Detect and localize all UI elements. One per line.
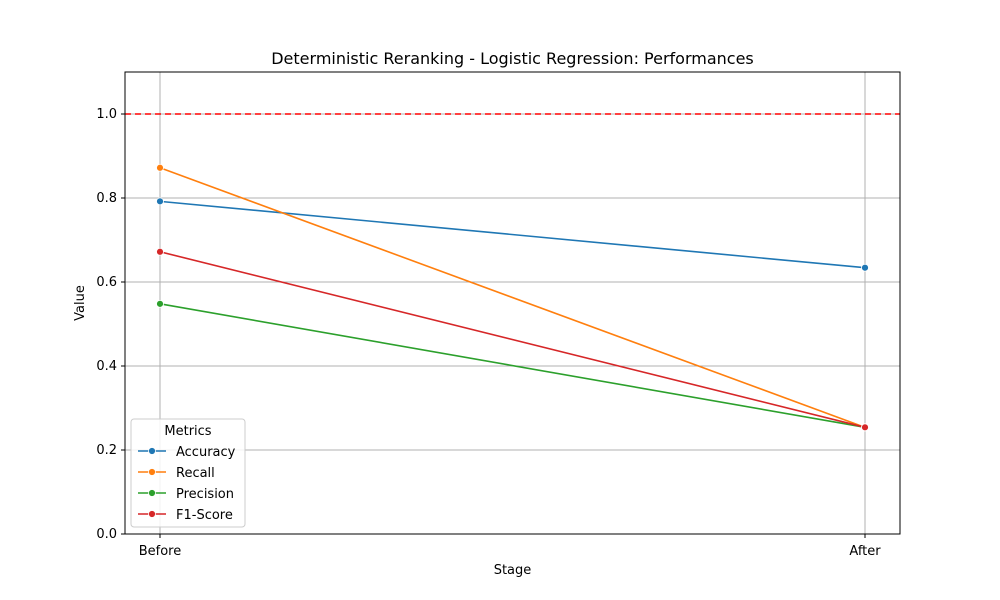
data-point	[156, 197, 164, 206]
series-line	[159, 200, 866, 269]
legend-label: Accuracy	[176, 445, 236, 460]
chart-title: Deterministic Reranking - Logistic Regre…	[271, 49, 754, 68]
y-tick-label: 0.2	[96, 443, 117, 458]
y-tick-label: 0.0	[96, 527, 117, 542]
series-line	[159, 250, 866, 429]
legend-label: F1-Score	[176, 508, 233, 523]
legend-marker	[148, 489, 156, 497]
series-recall	[156, 163, 869, 432]
series-layer	[156, 163, 869, 432]
plot-frame	[124, 71, 901, 535]
series-line	[159, 167, 866, 429]
y-axis-label: Value	[73, 285, 88, 321]
legend-label: Recall	[176, 466, 215, 481]
legend-marker	[148, 447, 156, 455]
data-point	[861, 263, 869, 272]
legend: Metrics Accuracy Recall Precision F1-Score	[130, 418, 246, 528]
y-tick-label: 1.0	[96, 107, 117, 122]
data-point	[156, 247, 164, 256]
series-line	[159, 303, 866, 429]
x-tick-label: Before	[139, 544, 182, 559]
y-tick-label: 0.6	[96, 275, 117, 290]
ticks-layer: 0.0 0.2 0.4 0.6 0.8 1.0 Before After	[96, 107, 881, 559]
x-tick-label: After	[849, 544, 881, 559]
data-point	[861, 423, 869, 432]
y-tick-label: 0.4	[96, 359, 117, 374]
series-f1-score	[156, 247, 869, 432]
series-accuracy	[156, 197, 869, 272]
data-point	[156, 299, 164, 308]
y-tick-label: 0.8	[96, 191, 117, 206]
x-axis-label: Stage	[494, 563, 532, 578]
legend-marker	[148, 510, 156, 518]
legend-label: Precision	[176, 487, 234, 502]
data-point	[156, 163, 164, 172]
legend-box	[130, 418, 246, 528]
legend-title: Metrics	[164, 424, 211, 439]
legend-marker	[148, 468, 156, 476]
